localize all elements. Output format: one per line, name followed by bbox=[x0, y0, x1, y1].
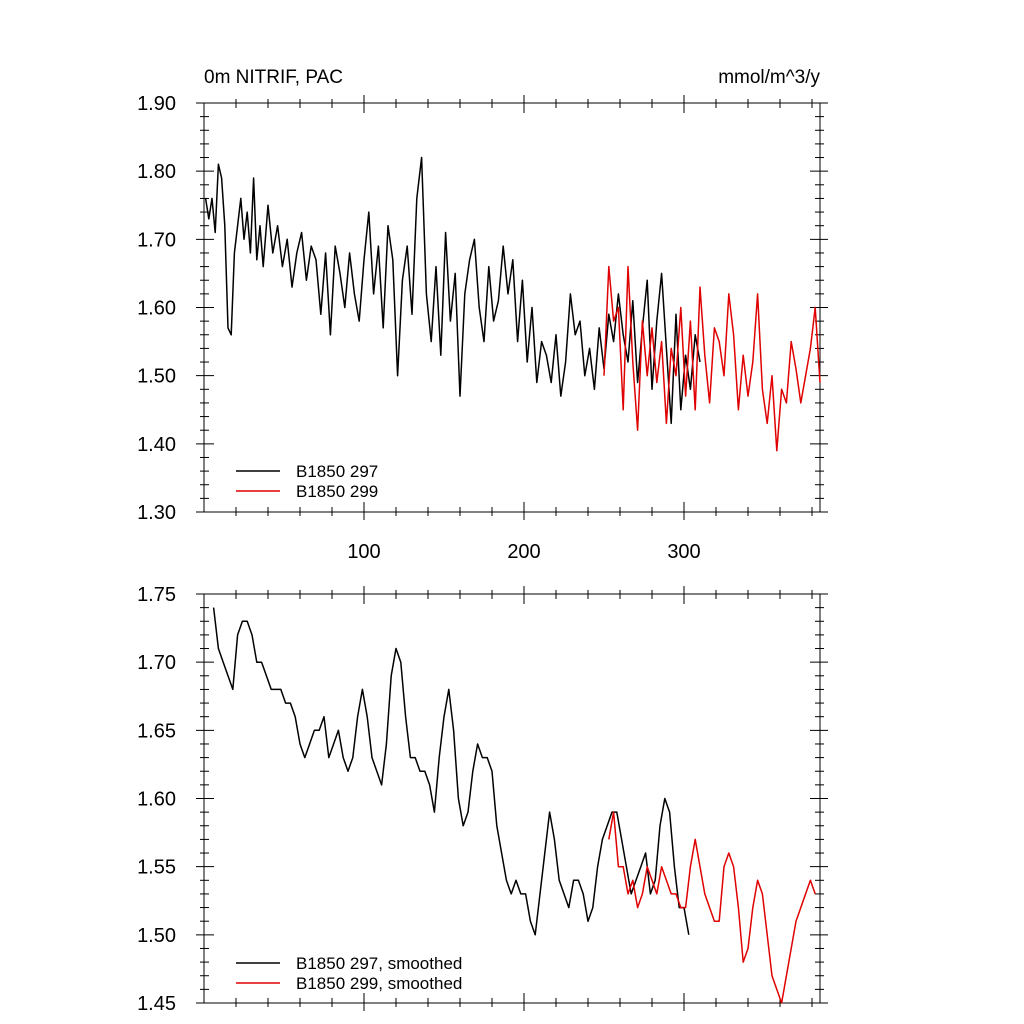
y-tick-label: 1.65 bbox=[137, 720, 176, 742]
y-tick-label: 1.50 bbox=[137, 366, 176, 388]
panel-bottom: 1.45 1.50 1.55 1.60 1.65 1.70 1.75 B1850 297, … bbox=[137, 584, 828, 1015]
y-tick-label: 1.55 bbox=[137, 857, 176, 879]
x-tick-label: 100 bbox=[347, 541, 380, 563]
panel-top-series bbox=[204, 156, 821, 452]
y-tick-label: 1.60 bbox=[137, 789, 176, 811]
y-tick-label: 1.75 bbox=[137, 584, 176, 606]
y-tick-label: 1.45 bbox=[137, 993, 176, 1015]
series-line-1 bbox=[603, 265, 821, 452]
series-line-0 bbox=[212, 607, 690, 936]
y-tick-label: 1.70 bbox=[137, 652, 176, 674]
y-tick-label: 1.70 bbox=[137, 229, 176, 251]
legend-label-series-0: B1850 297 bbox=[296, 462, 378, 481]
panel-top: 0m NITRIF, PAC mmol/m^3/y 1.301.401.501.… bbox=[137, 67, 828, 563]
panel-bottom-legend: B1850 297, smoothed B1850 299, smoothed bbox=[236, 954, 462, 993]
x-tick-label: 200 bbox=[507, 541, 540, 563]
legend-label-series-1: B1850 299 bbox=[296, 482, 378, 501]
y-tick-label: 1.30 bbox=[137, 502, 176, 524]
x-tick-label: 300 bbox=[667, 541, 700, 563]
panel-bottom-frame bbox=[203, 593, 821, 1004]
series-line-1 bbox=[608, 811, 816, 1004]
y-tick-label: 1.50 bbox=[137, 925, 176, 947]
panel-bottom-ticks: 1.45 1.50 1.55 1.60 1.65 1.70 1.75 bbox=[137, 584, 828, 1015]
series-line-0 bbox=[204, 156, 701, 425]
legend-label-series-0-smoothed: B1850 297, smoothed bbox=[296, 954, 462, 973]
y-tick-label: 1.40 bbox=[137, 434, 176, 456]
y-tick-label: 1.90 bbox=[137, 93, 176, 115]
panel-bottom-series bbox=[212, 607, 816, 1004]
panel-top-title: 0m NITRIF, PAC bbox=[204, 67, 343, 88]
panel-top-legend: B1850 297 B1850 299 bbox=[236, 462, 378, 501]
panel-top-ticks: 1.30 1.40 1.50 1.60 1.70 1.80 1.90 100 200 300 bbox=[137, 93, 828, 563]
y-tick-label: 1.60 bbox=[137, 298, 176, 320]
legend-label-series-1-smoothed: B1850 299, smoothed bbox=[296, 974, 462, 993]
panel-top-units: mmol/m^3/y bbox=[718, 67, 820, 88]
y-tick-label: 1.80 bbox=[137, 161, 176, 183]
